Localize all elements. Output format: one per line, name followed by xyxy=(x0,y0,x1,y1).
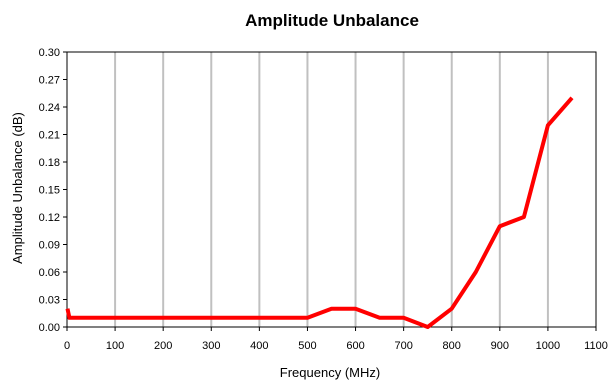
y-tick-label: 0.18 xyxy=(39,157,60,169)
y-axis-label: Amplitude Unbalance (dB) xyxy=(10,112,25,264)
y-tick-label: 0.27 xyxy=(39,75,60,87)
y-tick-label: 0.03 xyxy=(39,295,60,307)
x-tick-label: 200 xyxy=(154,340,172,352)
x-tick-label: 300 xyxy=(202,340,220,352)
y-tick-label: 0.21 xyxy=(39,130,60,142)
x-axis-label: Frequency (MHz) xyxy=(280,365,380,380)
chart-title: Amplitude Unbalance xyxy=(245,11,419,30)
x-tick-label: 800 xyxy=(443,340,461,352)
plot-area-frame xyxy=(66,51,597,328)
x-tick-label: 900 xyxy=(491,340,509,352)
grid-layer xyxy=(114,52,549,327)
y-tick-label: 0.12 xyxy=(39,212,60,224)
x-tick-label: 600 xyxy=(346,340,364,352)
y-tick-label: 0.15 xyxy=(39,185,60,197)
x-tick-label: 400 xyxy=(250,340,268,352)
x-tick-label: 700 xyxy=(394,340,412,352)
y-tick-label: 0.30 xyxy=(39,47,60,59)
series-layer xyxy=(65,96,574,329)
x-tick-label: 1000 xyxy=(536,340,560,352)
x-tick-label: 0 xyxy=(64,340,70,352)
y-tick-label: 0.06 xyxy=(39,267,60,279)
x-tick-label: 100 xyxy=(106,340,124,352)
y-tick-label: 0.09 xyxy=(39,240,60,252)
x-tick-label: 1100 xyxy=(584,340,608,352)
series-line xyxy=(65,96,574,329)
y-tick-label: 0.24 xyxy=(39,102,60,114)
tick-layer: 0 100 200 300 400 500 600 700 800 900 1000 1100 0.00… xyxy=(39,47,608,352)
x-tick-label: 500 xyxy=(298,340,316,352)
y-tick-label: 0.00 xyxy=(39,322,60,334)
